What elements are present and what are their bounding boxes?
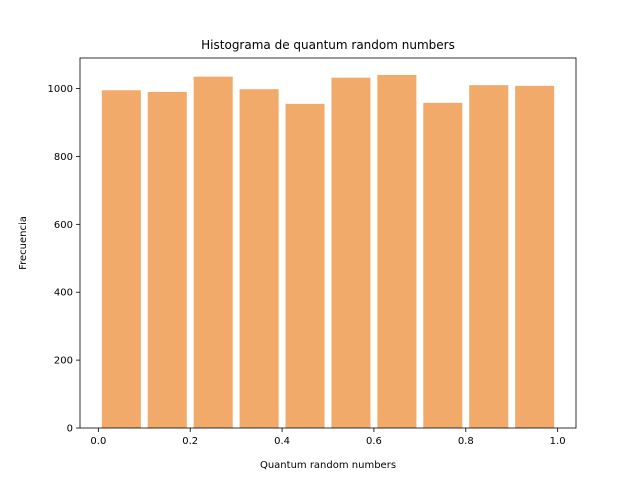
x-axis-ticks: 0.0 0.2 0.4 0.6 0.8 1.0 <box>90 428 566 447</box>
bar-4 <box>285 103 325 429</box>
x-tick-label-4: 0.8 <box>458 436 474 447</box>
x-axis-label: Quantum random numbers <box>260 460 396 471</box>
bar-2 <box>193 76 233 428</box>
x-tick-label-2: 0.4 <box>274 436 290 447</box>
bars-group <box>101 74 555 429</box>
bar-7 <box>423 102 463 428</box>
bar-1 <box>147 91 187 429</box>
bar-5 <box>331 77 371 428</box>
bar-8 <box>469 85 509 429</box>
y-tick-label-0: 0 <box>67 424 73 435</box>
bar-6 <box>377 74 417 429</box>
y-tick-label-5: 1000 <box>48 84 73 95</box>
chart-title: Histograma de quantum random numbers <box>201 38 455 52</box>
bar-0 <box>101 90 141 428</box>
y-tick-label-3: 600 <box>54 220 73 231</box>
x-tick-label-5: 1.0 <box>550 436 566 447</box>
y-axis-ticks: 0 200 400 600 800 1000 <box>48 84 80 435</box>
plot-frame <box>79 57 577 429</box>
y-tick-label-2: 400 <box>54 288 73 299</box>
x-tick-label-0: 0.0 <box>90 436 106 447</box>
y-tick-label-4: 800 <box>54 152 73 163</box>
y-axis-label: Frecuencia <box>18 216 29 270</box>
y-tick-label-1: 200 <box>54 356 73 367</box>
bar-9 <box>515 85 555 428</box>
bar-3 <box>239 89 279 428</box>
x-tick-label-3: 0.6 <box>366 436 382 447</box>
x-tick-label-1: 0.2 <box>182 436 198 447</box>
